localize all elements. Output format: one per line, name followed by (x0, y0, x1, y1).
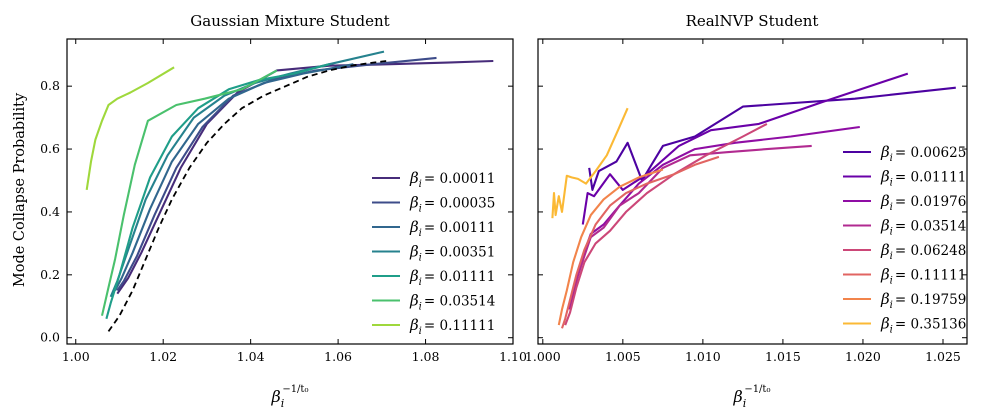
legend-entry: βi = 0.00111 (409, 218, 495, 239)
x-tick-label: 1.02 (149, 349, 177, 364)
legend-gaussian: βi = 0.00011 βi = 0.00035 βi = 0.00111 βi = 0.0… (372, 169, 495, 337)
series-group-gaussian (85, 50, 494, 332)
series-line (567, 144, 812, 310)
series-line (564, 122, 768, 326)
series-line (105, 63, 330, 320)
legend-entry: βi = 0.00011 (409, 169, 495, 190)
axes-gaussian: 1.00 1.02 1.04 1.06 1.08 1.10 0.0 0.2 0.4 0.6 0.8 (40, 39, 527, 364)
legend-entry: βi = 0.03514 (409, 292, 495, 313)
x-tick-label: 1.005 (605, 349, 641, 364)
chart-title-realnvp: RealNVP Student (686, 12, 819, 30)
series-line (85, 66, 175, 191)
x-tick-label: 1.04 (237, 349, 265, 364)
legend-entry: βi = 0.01976 (880, 192, 966, 213)
series-line (557, 168, 664, 326)
y-tick-label: 0.4 (40, 204, 60, 219)
x-tick-label: 1.010 (685, 349, 721, 364)
legend-entry: βi = 0.00351 (409, 243, 495, 264)
y-tick-label: 0.0 (40, 330, 60, 345)
legend-realnvp: βi = 0.00625 βi = 0.01111 βi = 0.01976 βi = 0.0… (843, 143, 966, 336)
x-label-sub-realnvp: i (743, 397, 747, 410)
x-label-sup-gaussian: −1/t₀ (282, 384, 308, 395)
reference-dashed-line (107, 60, 387, 332)
x-tick-label: 1.020 (845, 349, 881, 364)
x-tick-label: 1.015 (765, 349, 801, 364)
panel-gaussian-mixture: Gaussian Mixture Student 1.00 1.02 1.04 1.0… (40, 12, 527, 410)
y-tick-label: 0.2 (40, 267, 60, 282)
legend-entry: βi = 0.00035 (409, 194, 495, 215)
plot-frame-gaussian (66, 38, 514, 345)
x-tick-label: 1.000 (525, 349, 561, 364)
x-axis-label-gaussian: βi −1/t₀ (271, 384, 309, 410)
series-line (114, 63, 354, 291)
series-line (100, 69, 278, 316)
x-label-base-gaussian: β (271, 387, 281, 406)
legend-entry: βi = 0.06248 (880, 241, 966, 262)
axes-realnvp: 1.000 1.005 1.010 1.015 1.020 1.025 (525, 39, 967, 364)
x-tick-label: 1.00 (62, 349, 90, 364)
legend-entry: βi = 0.35136 (880, 315, 966, 336)
x-tick-label: 1.10 (499, 349, 527, 364)
legend-entry: βi = 0.01111 (880, 168, 966, 189)
legend-entry: βi = 0.01111 (409, 267, 495, 288)
series-line (561, 155, 720, 329)
legend-entry: βi = 0.11111 (880, 266, 966, 287)
series-line (568, 125, 860, 310)
x-tick-label: 1.06 (324, 349, 352, 364)
series-group-realnvp (551, 72, 956, 329)
x-label-sub-gaussian: i (281, 397, 285, 410)
legend-entry: βi = 0.00625 (880, 143, 966, 164)
x-label-base-realnvp: β (733, 387, 743, 406)
legend-entry: βi = 0.11111 (409, 316, 495, 337)
plot-frame-realnvp (537, 38, 968, 345)
panel-realnvp: RealNVP Student 1.000 1.005 1.010 1.015 1.02… (525, 12, 968, 410)
y-tick-label: 0.8 (40, 78, 60, 93)
x-tick-label: 1.08 (412, 349, 440, 364)
chart-title-gaussian: Gaussian Mixture Student (190, 12, 389, 30)
y-axis-label: Mode Collapse Probability (12, 92, 28, 287)
x-label-sup-realnvp: −1/t₀ (744, 384, 770, 395)
x-axis-label-realnvp: βi −1/t₀ (733, 384, 771, 410)
series-line (551, 107, 629, 219)
legend-entry: βi = 0.19759 (880, 290, 966, 311)
y-tick-label: 0.6 (40, 141, 60, 156)
legend-entry: βi = 0.03514 (880, 217, 966, 238)
x-tick-label: 1.025 (925, 349, 961, 364)
